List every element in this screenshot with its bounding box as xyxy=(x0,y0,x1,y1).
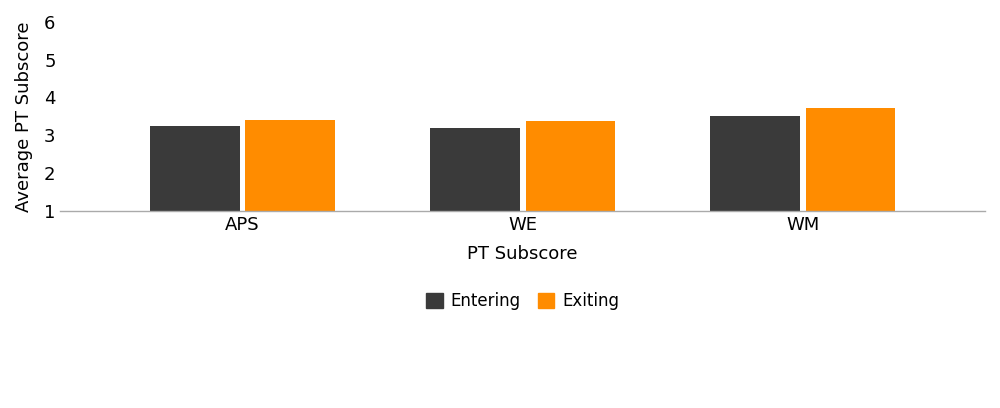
Bar xyxy=(430,129,520,211)
Bar xyxy=(150,126,240,211)
Bar xyxy=(245,120,335,211)
Legend: Entering, Exiting: Entering, Exiting xyxy=(419,285,626,317)
Bar xyxy=(526,121,615,211)
Bar xyxy=(806,108,895,211)
X-axis label: PT Subscore: PT Subscore xyxy=(467,245,578,263)
Bar xyxy=(710,115,800,211)
Y-axis label: Average PT Subscore: Average PT Subscore xyxy=(15,21,33,212)
